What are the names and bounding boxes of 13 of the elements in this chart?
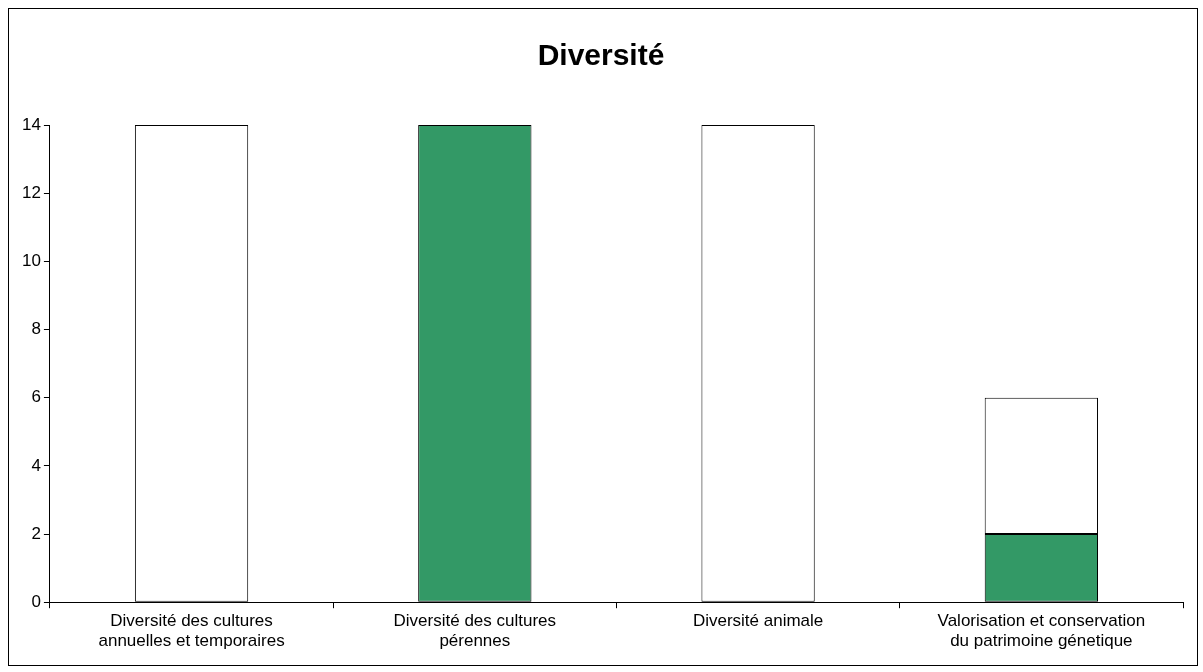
x-tick-label: Diversité des cultures annuelles et temporaires: [98, 611, 285, 651]
y-tick-label: 4: [31, 455, 41, 475]
chart-title: Diversité: [537, 38, 665, 72]
y-tick-label: 14: [21, 114, 41, 134]
y-tick-label: 2: [31, 523, 41, 543]
y-tick-label: 0: [31, 591, 41, 611]
x-tick-label: Valorisation et conservation du patrimoine génetique: [937, 611, 1146, 651]
y-tick-label: 12: [21, 182, 41, 202]
y-tick-label: 10: [21, 251, 41, 271]
y-tick-label: 6: [31, 387, 41, 407]
x-tick-label: Diversité animale: [692, 611, 824, 631]
y-tick-label: 8: [31, 319, 41, 339]
x-tick-label: Diversité des cultures pérennes: [393, 611, 557, 651]
